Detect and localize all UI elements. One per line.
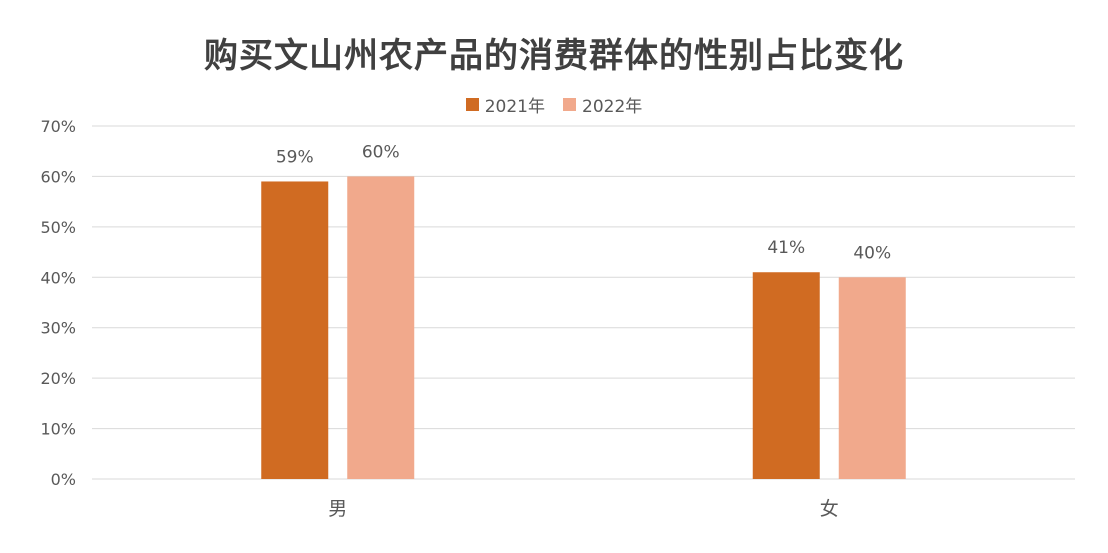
chart-title: 购买文山州农产品的消费群体的性别占比变化 (204, 36, 904, 76)
bar-2022年-男 (347, 176, 415, 479)
x-tick-label-男: 男 (328, 498, 347, 520)
bar-2021年-女 (752, 272, 820, 479)
y-tick-label-70: 70% (40, 117, 76, 136)
x-tick-label-女: 女 (820, 498, 839, 520)
y-tick-label-20: 20% (40, 369, 76, 388)
bar-2022年-女 (838, 277, 906, 479)
legend-item-2021: 2021年 (465, 92, 545, 117)
y-tick-label-60: 60% (40, 167, 76, 186)
data-label-2022年-男: 60% (362, 142, 400, 162)
legend-item-2022: 2022年 (563, 92, 642, 117)
y-tick-label-0: 0% (51, 470, 76, 489)
bar-2021年-男 (261, 181, 329, 479)
legend-label-2022: 2022年 (582, 97, 643, 117)
data-label-2021年-男: 59% (276, 147, 314, 167)
y-tick-label-10: 10% (40, 420, 76, 439)
legend: 2021年 2022年 (0, 92, 1108, 117)
legend-swatch-2021 (465, 98, 479, 111)
y-tick-label-50: 50% (40, 218, 76, 237)
legend-label-2021: 2021年 (484, 97, 545, 117)
data-label-2021年-女: 41% (767, 238, 805, 258)
data-label-2022年-女: 40% (853, 243, 891, 263)
y-tick-label-30: 30% (40, 319, 76, 338)
legend-swatch-2022 (563, 98, 576, 111)
y-tick-label-40: 40% (40, 268, 76, 287)
